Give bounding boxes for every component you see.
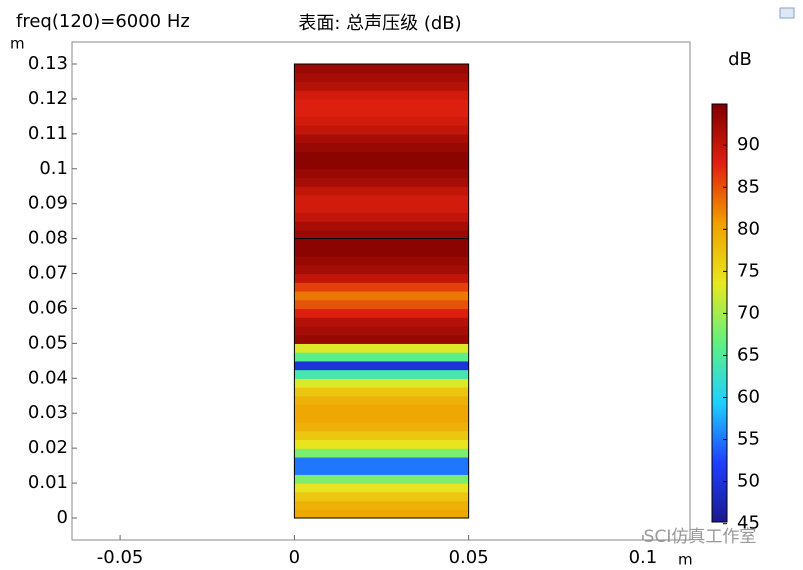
surface-cell	[294, 256, 469, 266]
surface-cell	[294, 491, 469, 502]
surface-cell	[294, 282, 469, 292]
surface-cell	[294, 203, 469, 214]
x-unit: m	[678, 551, 693, 569]
surface-cell	[294, 413, 469, 423]
y-tick-label: 0.03	[28, 402, 68, 423]
x-tick-label: -0.05	[97, 547, 144, 568]
surface-cell	[294, 325, 469, 336]
surface-cell	[294, 116, 469, 126]
colorbar-tick-label: 60	[737, 387, 760, 408]
colorbar-tick-label: 45	[737, 513, 760, 534]
surface-cell	[294, 430, 469, 441]
surface-cell	[294, 378, 469, 388]
surface-cell	[294, 133, 469, 144]
surface-cell	[294, 360, 469, 371]
icon	[779, 7, 795, 19]
surface-cell	[294, 299, 469, 310]
surface-cell	[294, 125, 469, 135]
colorbar-tick-label: 70	[737, 302, 760, 323]
y-unit: m	[10, 35, 25, 53]
surface-cell	[294, 212, 469, 222]
surface-cell	[294, 509, 469, 519]
y-tick-label: 0.1	[39, 158, 68, 179]
y-tick-label: 0.01	[28, 472, 68, 493]
surface-cell	[294, 317, 469, 327]
surface-cell	[294, 465, 469, 475]
y-tick-label: 0.07	[28, 263, 68, 284]
colorbar-tick-label: 90	[737, 134, 760, 155]
surface-cell	[294, 456, 469, 467]
surface-cell	[294, 229, 469, 240]
surface-cell	[294, 160, 469, 170]
frequency-label: freq(120)=6000 Hz	[16, 11, 190, 32]
surface-cell	[294, 334, 469, 344]
y-tick-label: 0.08	[28, 228, 68, 249]
colorbar-tick-label: 55	[737, 429, 760, 450]
surface-cell	[294, 343, 469, 353]
x-tick-label: 0.1	[629, 547, 658, 568]
surface-cell	[294, 194, 469, 205]
x-tick-label: 0.05	[449, 547, 489, 568]
surface-cell	[294, 500, 469, 510]
watermark: SCI仿真工作室	[644, 527, 757, 547]
plot-frame	[71, 41, 691, 541]
y-tick-label: 0.05	[28, 332, 68, 353]
colorbar-tick-label: 80	[737, 218, 760, 239]
colorbar-label: dB	[728, 49, 752, 70]
y-tick-label: 0.13	[28, 53, 68, 74]
surface-cell	[294, 64, 469, 74]
surface-cell	[294, 90, 469, 100]
surface-cell	[294, 273, 469, 283]
surface-cell	[294, 483, 469, 493]
surface-cell	[294, 264, 469, 275]
surface-cell	[294, 142, 469, 152]
surface-cell	[294, 474, 469, 484]
y-tick-label: 0.11	[28, 123, 68, 144]
colorbar-tick-label: 85	[737, 176, 760, 197]
colorbar-tick-label: 65	[737, 344, 760, 365]
y-tick-label: 0.06	[28, 297, 68, 318]
chart-title: 表面: 总声压级 (dB)	[298, 13, 461, 34]
surface-cell	[294, 238, 469, 248]
surface-cell	[294, 151, 469, 161]
surface-cell	[294, 98, 469, 109]
surface-cell	[294, 291, 469, 301]
surface-cell	[294, 439, 469, 449]
y-tick-label: 0.04	[28, 367, 68, 388]
surface-cell	[294, 177, 469, 187]
surface-cell	[294, 421, 469, 432]
surface-cell	[294, 404, 469, 414]
colorbar-tick-label: 75	[737, 260, 760, 281]
surface-cell	[294, 308, 469, 318]
surface-cell	[294, 107, 469, 117]
surface-cell	[294, 352, 469, 362]
surface-cell	[294, 387, 469, 397]
surface-cell	[294, 186, 469, 196]
surface-cell	[294, 395, 469, 406]
y-tick-label: 0	[57, 507, 68, 528]
y-tick-label: 0.12	[28, 88, 68, 109]
domain-outline	[293, 63, 470, 519]
surface-cell	[294, 448, 469, 458]
surface-cell	[294, 369, 469, 379]
surface-cell	[294, 81, 469, 91]
surface-cell	[294, 72, 469, 83]
surface-cell	[294, 221, 469, 231]
y-tick-label: 0.02	[28, 437, 68, 458]
colorbar-tick-label: 50	[737, 471, 760, 492]
surface-cell	[294, 168, 469, 179]
surface-cell	[294, 247, 469, 257]
y-tick-label: 0.09	[28, 193, 68, 214]
x-tick-label: 0	[289, 547, 300, 568]
